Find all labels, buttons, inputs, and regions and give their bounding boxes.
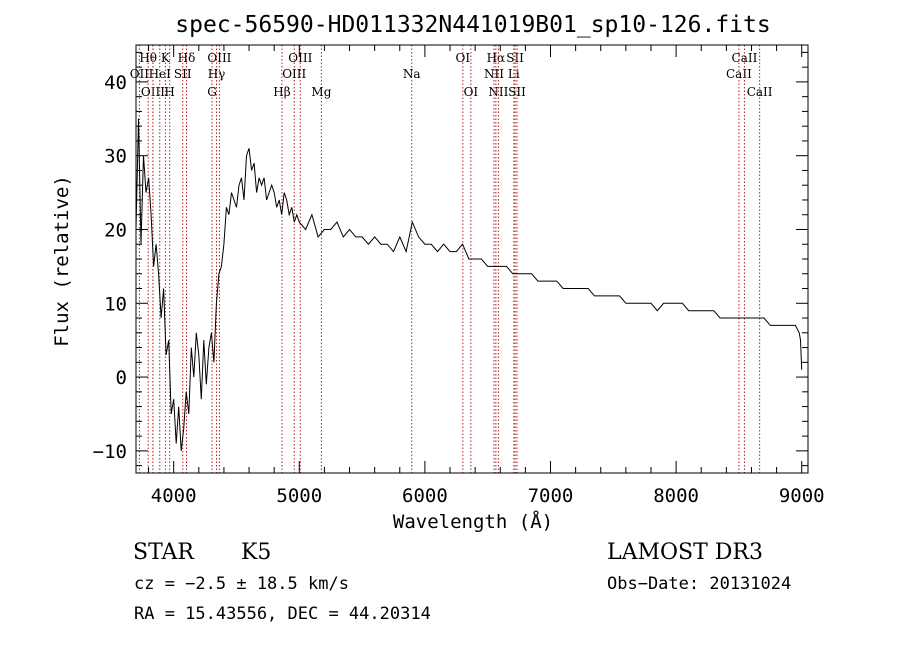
y-tick-label: 0 (116, 367, 127, 389)
line-marker-label: CaII (732, 51, 758, 65)
line-marker-label: Hβ (273, 85, 290, 99)
line-marker-label: Li (508, 67, 520, 81)
x-tick-label: 5000 (276, 485, 322, 507)
line-marker-label: Hγ (208, 67, 226, 81)
line-marker-label: SII (506, 51, 524, 65)
line-marker-label: Hα (487, 51, 506, 65)
line-marker-label: K (161, 51, 171, 65)
obs-date: Obs−Date: 20131024 (607, 574, 792, 594)
survey-name: LAMOST DR3 (607, 540, 763, 565)
x-tick-label: 8000 (653, 485, 699, 507)
x-tick-label: 4000 (151, 485, 197, 507)
line-marker-label: SII (508, 85, 526, 99)
y-tick-label: 40 (104, 72, 127, 94)
line-marker-label: CaII (726, 67, 752, 81)
x-tick-label: 6000 (402, 485, 448, 507)
line-markers: OIIHθOIIIHeIKHSIIHδGHγOIIIHβOIIIOIIIMgNa… (130, 45, 773, 473)
line-marker-label: OIII (207, 51, 231, 65)
redshift-text: cz = −2.5 ± 18.5 km/s (134, 574, 349, 594)
y-tick-label: 10 (104, 293, 127, 315)
line-marker-label: NII (484, 67, 504, 81)
line-marker-label: OIII (282, 67, 306, 81)
line-marker-label: Mg (311, 85, 331, 99)
y-tick-label: 20 (104, 219, 127, 241)
x-tick-label: 7000 (528, 485, 574, 507)
line-marker-label: NII (488, 85, 508, 99)
spectrum-line (135, 118, 803, 451)
line-marker-label: SII (174, 67, 192, 81)
x-axis-label: Wavelength (Å) (393, 510, 553, 533)
line-marker-label: H (164, 85, 174, 99)
line-marker-label: OIII (288, 51, 312, 65)
ra-dec: RA = 15.43556, DEC = 44.20314 (134, 604, 431, 624)
line-marker-label: HeI (149, 67, 172, 81)
line-marker-label: Hδ (178, 51, 196, 65)
line-marker-label: G (207, 85, 217, 99)
y-tick-label: 30 (104, 146, 127, 168)
x-tick-label: 9000 (779, 485, 825, 507)
line-marker-label: OI (456, 51, 471, 65)
line-marker-label: Na (403, 67, 421, 81)
chart-title: spec-56590-HD011332N441019B01_sp10-126.f… (175, 12, 770, 38)
line-marker-label: CaII (747, 85, 773, 99)
object-type: STAR (133, 540, 194, 565)
y-axis-label: Flux (relative) (51, 175, 73, 347)
line-marker-label: OI (464, 85, 479, 99)
object-subclass: K5 (241, 540, 272, 565)
axes: 4000 5000 6000 7000 8000 9000 −10 0 10 20 30 40 (93, 44, 825, 507)
line-marker-label: OII (130, 67, 150, 81)
line-marker-label: Hθ (139, 51, 157, 65)
y-tick-label: −10 (93, 441, 127, 463)
